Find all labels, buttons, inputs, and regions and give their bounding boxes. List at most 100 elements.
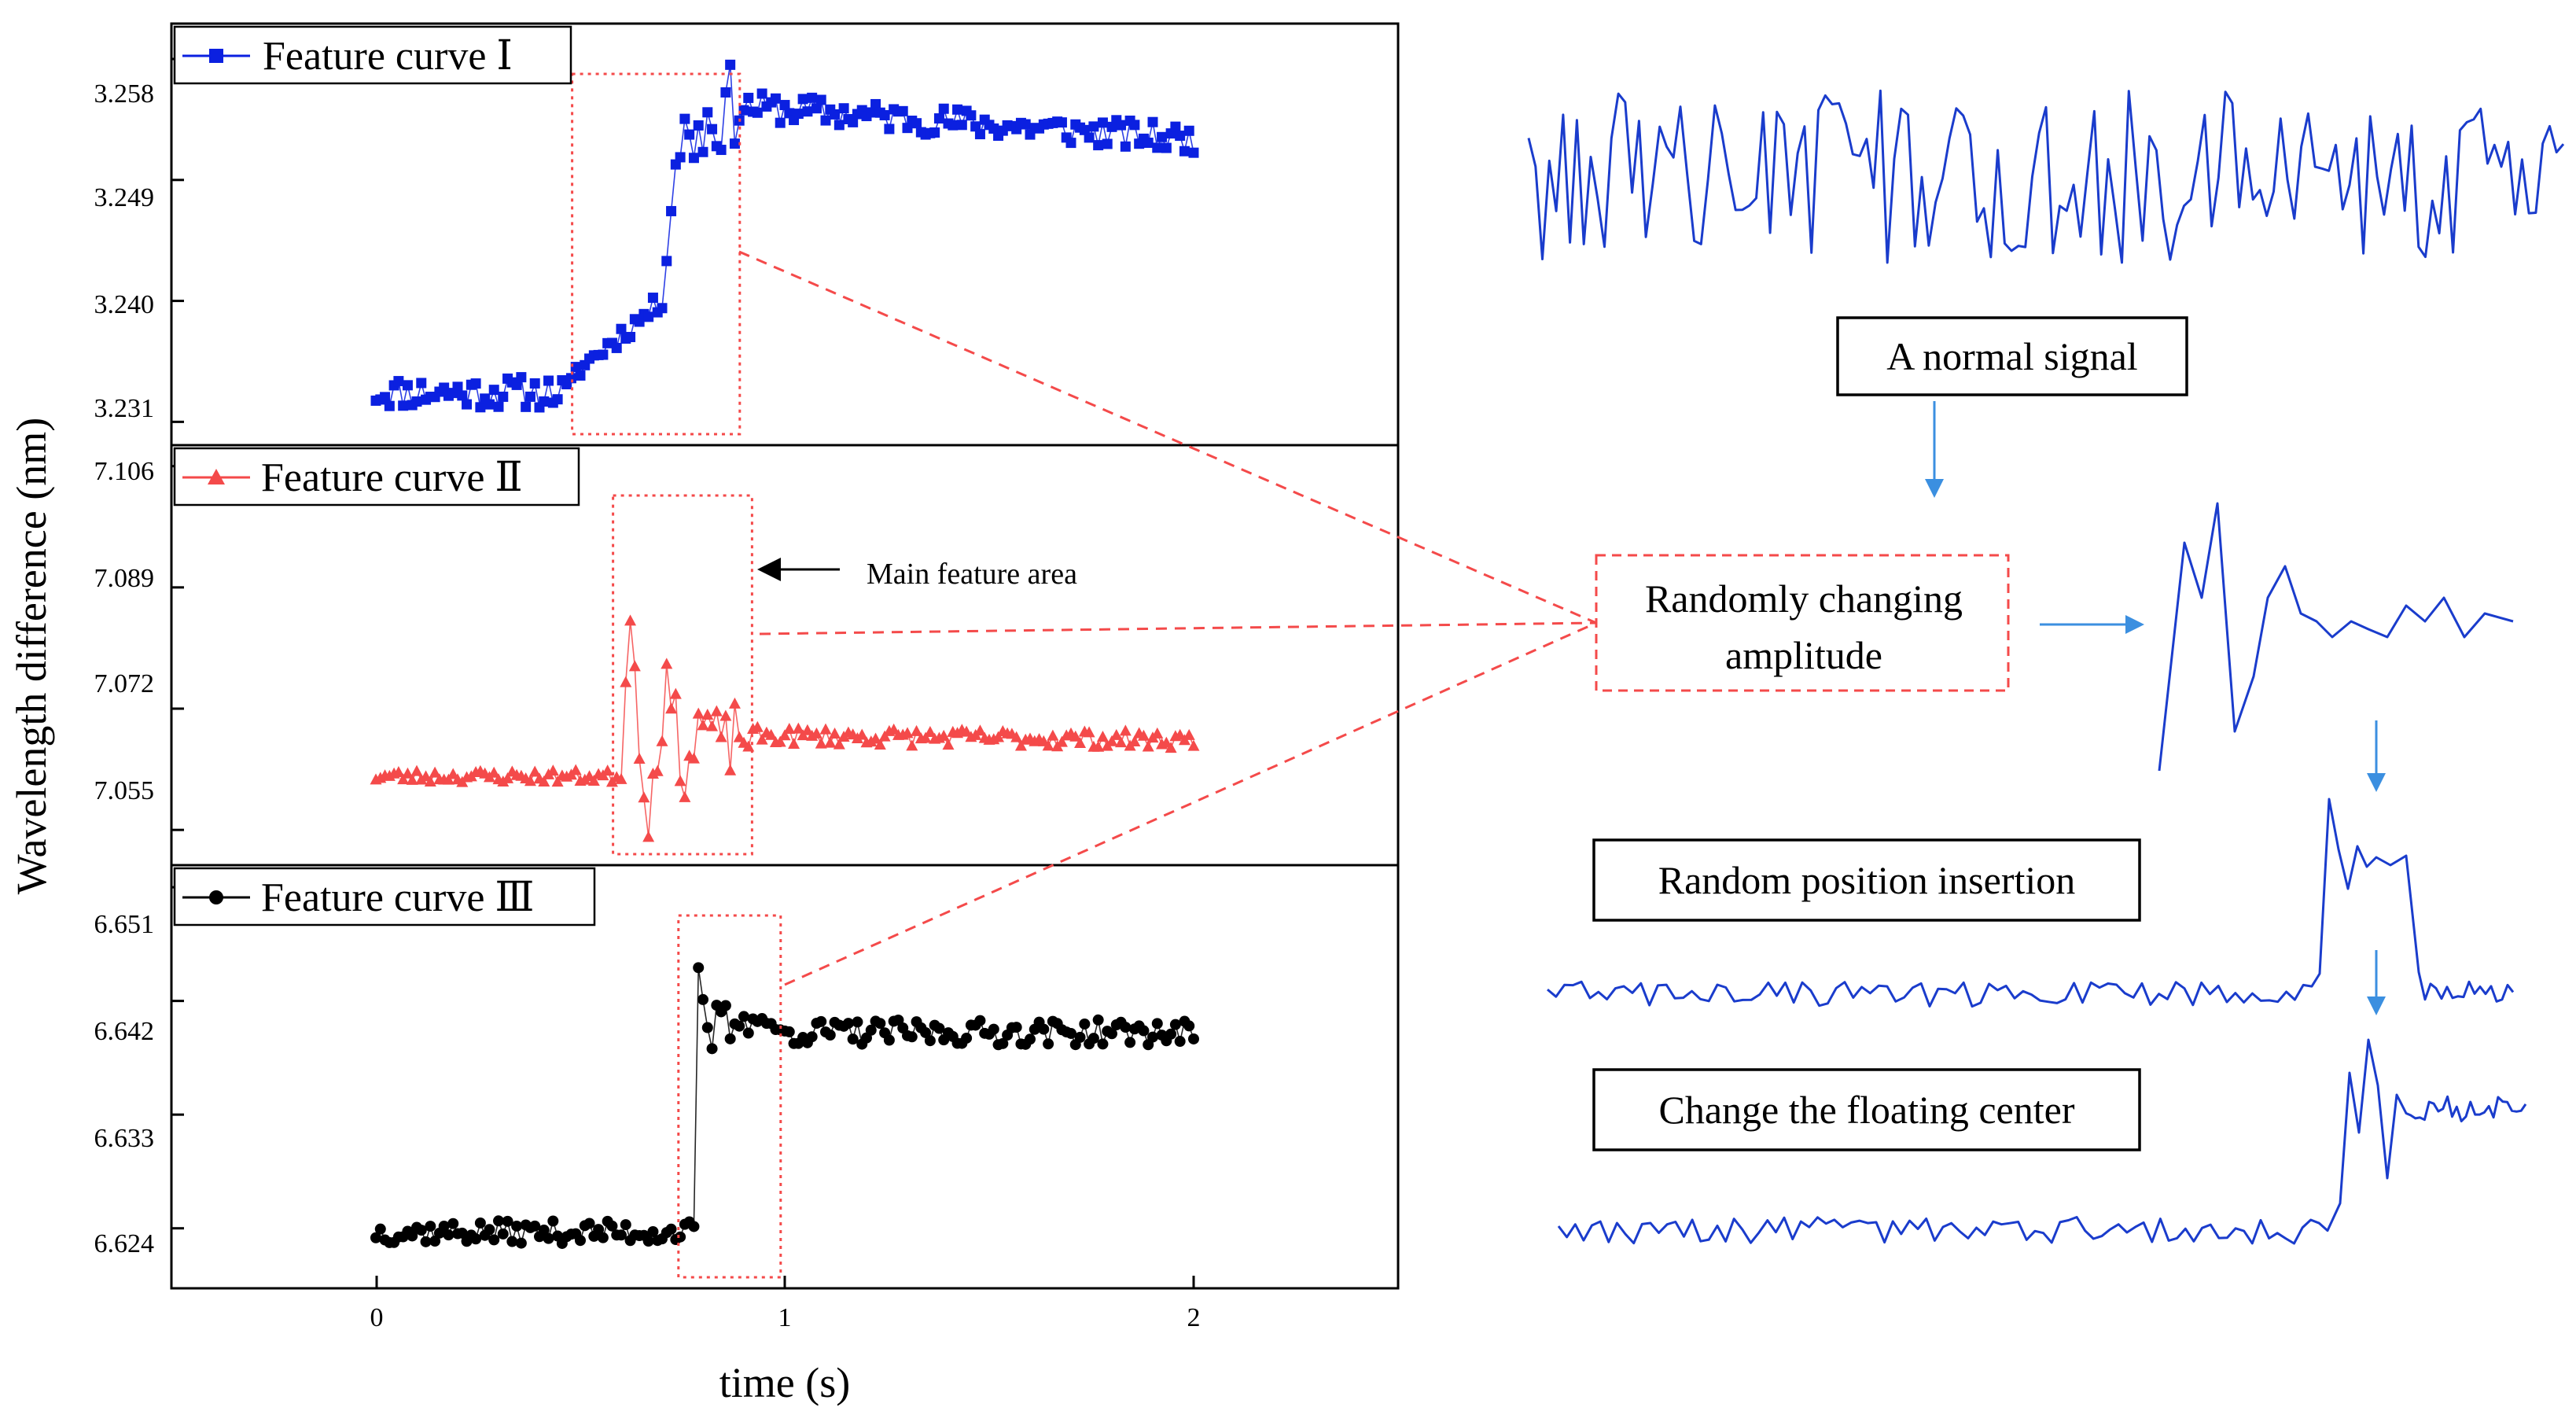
series-3-point — [724, 1033, 736, 1044]
series-3-point — [538, 1225, 550, 1236]
series-1-point — [797, 94, 808, 105]
panel-3-y-tick-label: 6.624 — [94, 1229, 155, 1258]
series-3-point — [906, 1031, 918, 1043]
series-1-point — [539, 396, 550, 407]
series-2-point — [397, 773, 410, 785]
series-1-point — [675, 152, 686, 163]
series-1-point — [488, 385, 499, 396]
series-2-point — [524, 775, 536, 787]
series-3-point — [738, 1011, 749, 1022]
series-1-point — [657, 303, 668, 314]
series-3-point — [1124, 1037, 1136, 1048]
series-1-point — [770, 93, 781, 104]
series-2-point — [1110, 728, 1123, 740]
series-3-point — [1106, 1028, 1117, 1040]
series-3-point — [734, 1020, 745, 1032]
chart-panels — [170, 22, 1400, 1290]
series-2-point — [651, 764, 664, 776]
series-1-point — [679, 113, 690, 124]
series-2-point — [488, 766, 500, 778]
series-2-point — [856, 728, 868, 740]
series-2-point — [687, 752, 700, 764]
panel-1-y-tick-label: 3.240 — [94, 290, 155, 319]
y-axis-label: Wavelength difference (nm) — [8, 418, 55, 894]
series-3-point — [642, 1236, 654, 1247]
series-1-point — [416, 378, 427, 389]
panel-1-legend-text: Feature curve Ⅰ — [263, 34, 513, 79]
random-amplitude-label-2: amplitude — [1725, 633, 1882, 677]
panel-2-legend: Feature curve Ⅱ — [173, 447, 580, 507]
series-2-point — [546, 764, 559, 776]
series-2-point — [1183, 728, 1195, 740]
series-2-point — [620, 676, 632, 687]
series-1-point — [756, 88, 767, 99]
panel-2-y-tick-label: 7.106 — [94, 457, 155, 486]
series-1-point — [462, 399, 473, 410]
series-1-point — [933, 113, 944, 124]
series-1-point — [929, 127, 940, 138]
series-2-point — [602, 764, 614, 776]
series-1-point — [1175, 131, 1186, 142]
series-2-point — [1047, 729, 1059, 741]
series-1-point — [702, 107, 713, 118]
series-3-point — [852, 1016, 863, 1028]
series-3-point — [1120, 1022, 1132, 1033]
process-sketches: A normal signal Randomly changing amplit… — [1527, 89, 2565, 1245]
series-2-point — [919, 731, 932, 743]
series-3-point — [1087, 1033, 1099, 1044]
series-1-point — [1020, 119, 1031, 130]
series-2-point — [638, 791, 650, 803]
main-feature-label: Main feature area — [867, 558, 1077, 591]
sketch-signal-layer — [1527, 89, 2565, 1245]
series-3-point — [370, 1232, 381, 1243]
series-2-point — [833, 738, 845, 750]
series-2-point — [810, 727, 822, 739]
series-1-point — [884, 123, 895, 134]
series-3-point — [616, 1229, 627, 1241]
series-1-point — [1161, 142, 1172, 153]
series-1-point — [752, 107, 763, 118]
series-1-point — [1183, 125, 1194, 136]
series-3-point — [1010, 1022, 1022, 1033]
series-1-point — [575, 370, 586, 381]
series-3-point — [874, 1018, 886, 1030]
series-3-point — [1097, 1038, 1109, 1050]
floating-center-label: Change the floating center — [1659, 1088, 2075, 1132]
series-2-point — [442, 773, 454, 785]
series-2-point — [1165, 742, 1177, 753]
series-1-point — [380, 392, 391, 403]
panel-3-frame — [170, 864, 1400, 1290]
series-2-point — [937, 729, 950, 741]
series-3-point — [502, 1215, 513, 1227]
series-2-point — [642, 831, 655, 842]
series-2-point — [724, 764, 737, 775]
series-2-point — [888, 723, 900, 735]
series-1-point — [565, 373, 576, 384]
series-3-point — [484, 1224, 495, 1236]
series-1-point — [598, 349, 609, 360]
panel-1-y-tick-label: 3.231 — [94, 394, 155, 423]
random-amplitude-box — [1595, 554, 2010, 692]
panel-3-y-axis: 6.651 6.642 6.633 6.624 — [94, 910, 155, 1258]
series-2-point — [502, 772, 514, 783]
series-1-point — [457, 390, 468, 401]
series-3-point — [429, 1236, 441, 1247]
series-1-point — [870, 98, 881, 109]
series-3-point — [997, 1037, 1009, 1049]
series-3-point — [415, 1225, 427, 1236]
series-3-point — [697, 993, 708, 1005]
series-1-point — [552, 394, 563, 405]
series-1-point — [439, 382, 450, 393]
series-2-point — [656, 735, 668, 746]
main-feature-annotation: Main feature area — [757, 558, 1077, 591]
series-3-point — [693, 962, 705, 974]
series-3-point — [1138, 1025, 1150, 1037]
series-1-point — [716, 145, 727, 156]
series-2-point — [774, 735, 786, 747]
series-2-point — [765, 728, 778, 740]
series-2-point — [569, 764, 582, 775]
series-3-point — [883, 1034, 895, 1046]
series-1-point — [948, 120, 959, 131]
series-3-point — [824, 1030, 836, 1041]
